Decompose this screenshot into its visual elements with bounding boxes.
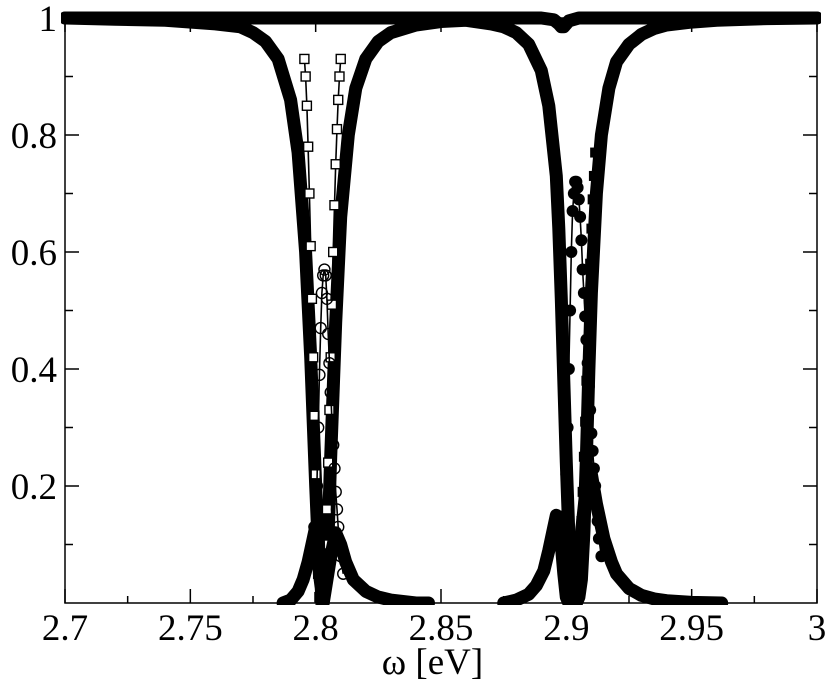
open-square-marker bbox=[335, 53, 346, 65]
filled-circle-marker bbox=[584, 403, 597, 416]
open-circle-marker bbox=[324, 386, 337, 399]
reflection-baseline-1-line bbox=[276, 520, 435, 605]
y-tick-label: 0.8 bbox=[11, 116, 57, 157]
open-circle-marker bbox=[325, 415, 339, 428]
filled-circle-marker bbox=[577, 286, 590, 299]
filled-square-marker bbox=[548, 147, 559, 158]
filled-square-marker bbox=[562, 481, 573, 491]
open-square-marker bbox=[300, 71, 311, 82]
open-circle-marker bbox=[318, 263, 331, 276]
open-square-marker bbox=[333, 94, 344, 106]
filled-circle-marker bbox=[574, 210, 587, 223]
open-square-marker bbox=[323, 457, 334, 468]
filled-circle-marker bbox=[564, 304, 577, 317]
open-square-marker bbox=[330, 159, 341, 170]
axes: 2.7 2.75 2.8 2.85 2.9 2.95 3 0.2 0.4 0.6 0.8 1 bbox=[11, 0, 827, 649]
y-tick-label: 1 bbox=[39, 0, 58, 40]
reflection-baseline-2-line bbox=[497, 467, 729, 605]
open-square-marker bbox=[306, 293, 318, 304]
filled-square-marker bbox=[580, 416, 591, 427]
open-circle-marker bbox=[320, 292, 334, 305]
open-square-marker bbox=[301, 100, 313, 111]
filled-square-marker bbox=[578, 451, 589, 462]
filled-square-marker bbox=[555, 270, 566, 281]
filled-square-marker bbox=[585, 258, 596, 269]
open-circle-marker bbox=[330, 503, 344, 516]
open-circle-marker bbox=[313, 368, 326, 382]
x-tick-label: 2.75 bbox=[158, 608, 223, 649]
filled-circle-marker bbox=[581, 357, 594, 370]
filled-circle-marker bbox=[571, 181, 584, 194]
filled-square-marker bbox=[556, 305, 567, 316]
filled-circle-marker bbox=[572, 193, 585, 206]
open-square-marker bbox=[331, 123, 343, 135]
filled-circle-marker bbox=[560, 468, 573, 481]
open-circle-marker bbox=[328, 462, 341, 475]
filled-square-marker bbox=[560, 410, 571, 421]
x-tick-label: 2.8 bbox=[293, 608, 339, 649]
filled-circle-marker bbox=[586, 444, 599, 457]
x-tick-label: 2.95 bbox=[659, 608, 724, 649]
open-circle-marker bbox=[323, 356, 336, 370]
filled-circle-marker bbox=[580, 333, 593, 346]
transmission-envelope-line bbox=[61, 11, 821, 605]
filled-square-marker bbox=[581, 375, 592, 386]
open-square-marker bbox=[324, 404, 335, 416]
plot-frame bbox=[64, 17, 818, 604]
open-circle-marker bbox=[311, 421, 325, 434]
y-tick-label: 0.2 bbox=[11, 467, 57, 508]
filled-square-marker bbox=[552, 211, 563, 222]
filled-square-marker bbox=[558, 375, 569, 386]
x-axis-title: ω [eV] bbox=[381, 642, 484, 683]
open-circle-marker bbox=[319, 269, 332, 282]
open-square-marker bbox=[299, 53, 310, 65]
open-square-marker bbox=[302, 141, 314, 152]
open-square-marker bbox=[307, 352, 319, 363]
filled-circle-marker bbox=[562, 363, 575, 375]
open-circle-marker bbox=[329, 485, 342, 499]
x-tick-label: 2.9 bbox=[543, 608, 589, 649]
filled-square-marker bbox=[551, 188, 562, 199]
data-series bbox=[61, 11, 821, 605]
open-square-marker bbox=[304, 188, 315, 199]
y-tick-label: 0.6 bbox=[11, 233, 57, 274]
filled-square-marker bbox=[550, 165, 561, 176]
filled-circle-marker bbox=[582, 380, 595, 393]
open-circle-marker bbox=[327, 438, 340, 452]
filled-square-marker bbox=[588, 170, 599, 181]
filled-circle-marker bbox=[579, 310, 592, 323]
filled-square-marker bbox=[565, 539, 576, 550]
filled-square-marker bbox=[586, 223, 597, 234]
x-tick-label: 2.85 bbox=[409, 608, 474, 649]
open-square-marker bbox=[309, 410, 320, 421]
x-tick-label: 2.7 bbox=[42, 608, 88, 649]
filled-circle-marker bbox=[575, 234, 588, 247]
filled-square-marker bbox=[587, 194, 598, 205]
open-circle-marker bbox=[322, 327, 335, 341]
filled-square-marker bbox=[557, 340, 568, 351]
open-square-marker bbox=[328, 246, 339, 258]
y-tick-label: 0.4 bbox=[11, 350, 57, 391]
filled-circle-marker bbox=[561, 421, 574, 434]
resonance1-circles-markers bbox=[308, 263, 350, 580]
open-square-marker bbox=[310, 469, 321, 480]
x-tick-label: 3 bbox=[808, 608, 827, 649]
filled-circle-marker bbox=[565, 246, 578, 258]
filled-square-marker bbox=[590, 147, 601, 158]
open-square-marker bbox=[334, 71, 345, 82]
open-square-marker bbox=[329, 199, 340, 211]
filled-circle-marker bbox=[576, 263, 589, 276]
open-circle-marker bbox=[310, 479, 324, 493]
filled-circle-marker bbox=[585, 427, 598, 440]
open-square-marker bbox=[305, 240, 316, 252]
filled-square-marker bbox=[583, 293, 594, 304]
filled-square-marker bbox=[553, 241, 564, 252]
open-square-marker bbox=[321, 504, 333, 515]
